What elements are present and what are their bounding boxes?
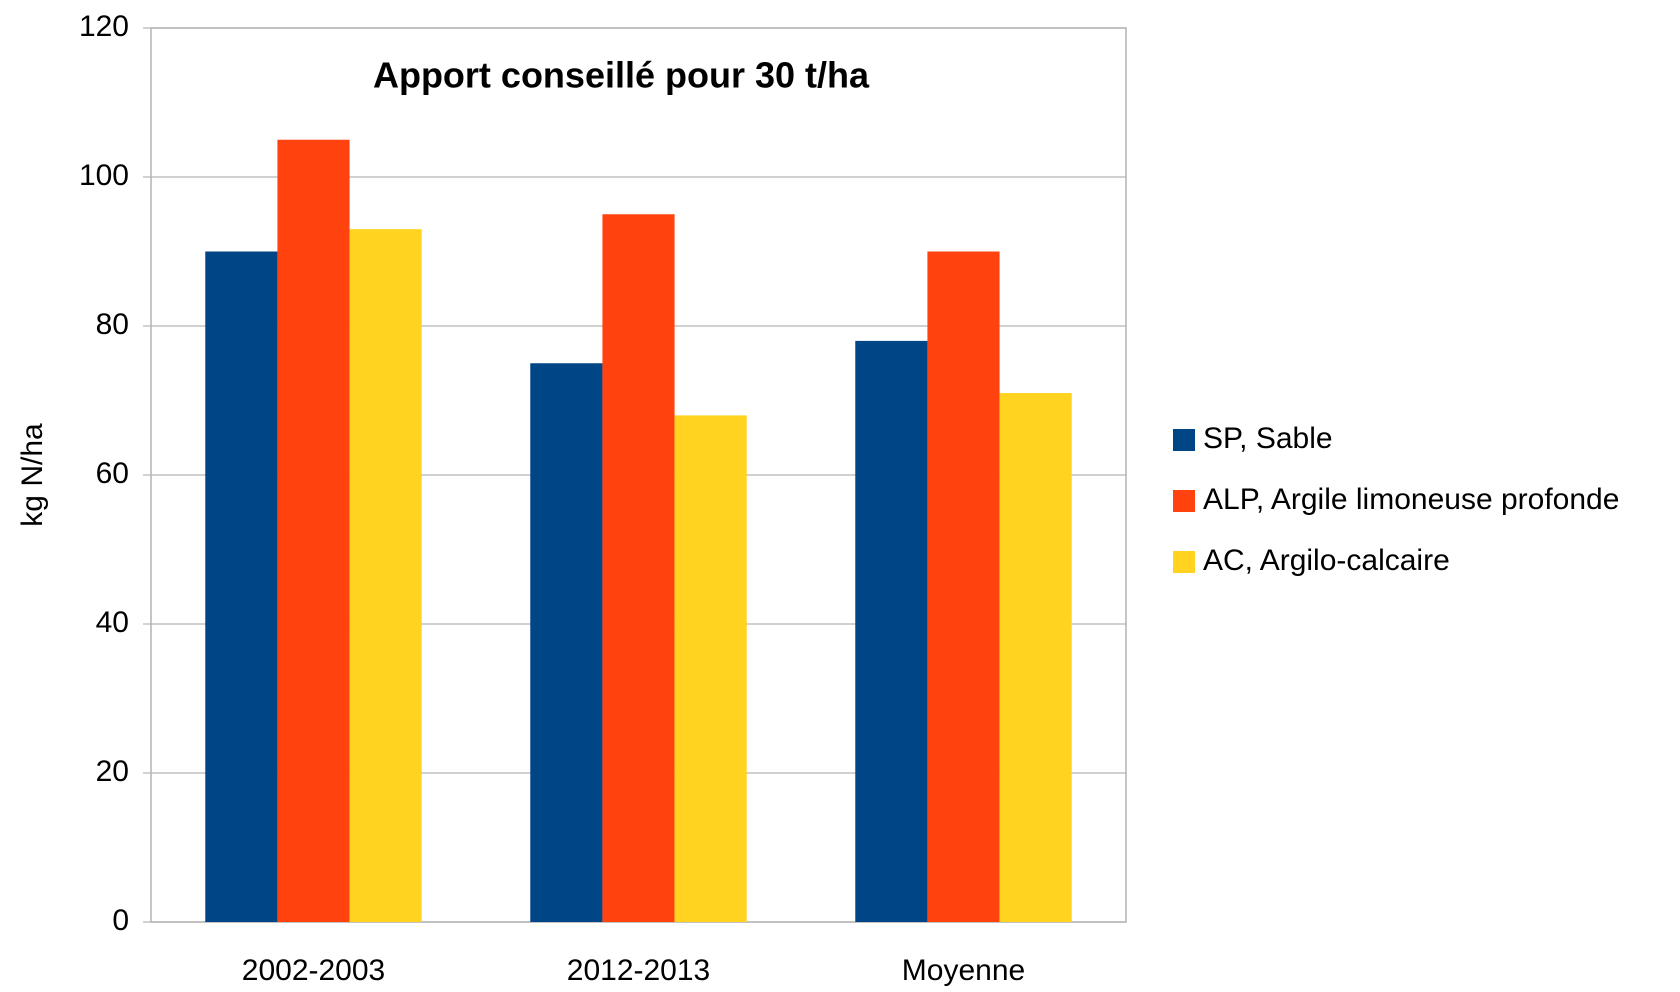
x-tick-label: 2012-2013 [567, 954, 710, 987]
y-tick-label: 120 [79, 10, 129, 43]
chart-title: Apport conseillé pour 30 t/ha [373, 55, 870, 96]
legend-swatch [1173, 490, 1195, 512]
bar [530, 363, 603, 922]
bar [205, 251, 278, 922]
bar [602, 214, 675, 922]
x-tick-label: 2002-2003 [242, 954, 385, 987]
x-tick-label: Moyenne [902, 954, 1025, 987]
legend-label: SP, Sable [1203, 422, 1333, 455]
legend-label: AC, Argilo-calcaire [1203, 544, 1450, 577]
bar [999, 393, 1072, 922]
y-axis-label: kg N/ha [16, 423, 49, 527]
bar [927, 251, 1000, 922]
y-tick-label: 0 [112, 904, 129, 937]
legend-swatch [1173, 551, 1195, 573]
legend-label: ALP, Argile limoneuse profonde [1203, 483, 1619, 516]
y-tick-label: 20 [96, 755, 129, 788]
bar [349, 229, 422, 922]
bar [855, 340, 928, 922]
y-tick-label: 60 [96, 457, 129, 490]
y-tick-label: 40 [96, 606, 129, 639]
legend-swatch [1173, 429, 1195, 451]
y-tick-label: 100 [79, 159, 129, 192]
y-tick-label: 80 [96, 308, 129, 341]
bar [277, 139, 350, 922]
bar [674, 415, 747, 922]
